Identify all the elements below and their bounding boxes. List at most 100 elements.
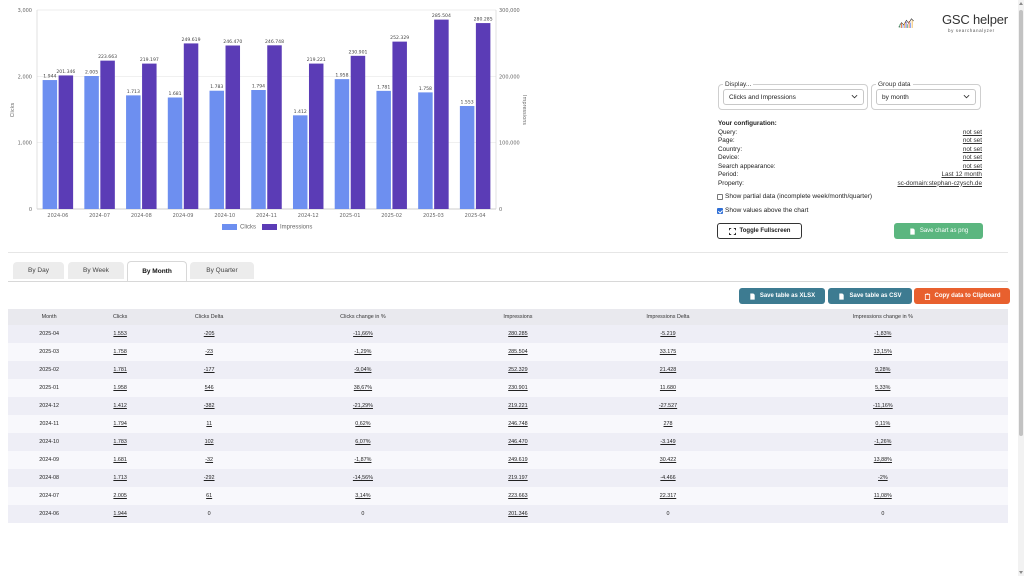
table-cell[interactable]: 246.470 [457, 433, 579, 451]
tab-by-quarter[interactable]: By Quarter [190, 262, 254, 279]
display-select[interactable]: Clicks and Impressions [723, 89, 864, 105]
table-cell[interactable]: 1.794 [90, 415, 150, 433]
config-value-search-appearance[interactable]: not set [962, 162, 982, 170]
table-cell[interactable]: -27.527 [578, 397, 758, 415]
bar-clicks [418, 92, 433, 209]
table-cell[interactable]: 3,14% [268, 487, 458, 505]
table-cell[interactable]: 22.317 [578, 487, 758, 505]
table-cell[interactable]: 219.197 [457, 469, 579, 487]
table-cell[interactable]: 102 [150, 433, 269, 451]
table-cell[interactable]: 1.553 [90, 325, 150, 343]
table-cell[interactable]: 285.504 [457, 343, 579, 361]
legend-item-impressions[interactable]: Impressions [262, 224, 312, 231]
scroll-up-arrow-icon[interactable] [1019, 2, 1023, 5]
table-cell[interactable]: -14,56% [268, 469, 458, 487]
table-cell[interactable]: 546 [150, 379, 269, 397]
table-cell[interactable]: 38,67% [268, 379, 458, 397]
table-cell[interactable]: -11,16% [757, 397, 1008, 415]
table-cell[interactable]: 1.681 [90, 451, 150, 469]
table-cell[interactable]: 13,88% [757, 451, 1008, 469]
table-cell[interactable]: -23 [150, 343, 269, 361]
table-cell[interactable]: 2.005 [90, 487, 150, 505]
table-cell[interactable]: 219.221 [457, 397, 579, 415]
table-cell[interactable]: 6,07% [268, 433, 458, 451]
config-value-period[interactable]: Last 12 month [941, 171, 982, 178]
page-scrollbar[interactable] [1018, 0, 1024, 576]
scroll-down-arrow-icon[interactable] [1019, 571, 1023, 574]
col-header-impressions-delta[interactable]: Impressions Delta [578, 309, 758, 325]
table-cell[interactable]: -3.149 [578, 433, 758, 451]
table-cell[interactable]: -205 [150, 325, 269, 343]
table-cell[interactable]: -1,29% [268, 343, 458, 361]
table-cell[interactable]: 5,33% [757, 379, 1008, 397]
col-header-month[interactable]: Month [8, 309, 91, 325]
col-header-impressions[interactable]: Impressions [457, 309, 579, 325]
config-value-page[interactable]: not set [962, 137, 982, 144]
partial-data-option[interactable]: Show partial data (incomplete week/month… [717, 193, 872, 200]
table-cell[interactable]: -1,26% [757, 433, 1008, 451]
table-cell[interactable]: 33.175 [578, 343, 758, 361]
copy-clipboard-button[interactable]: Copy data to Clipboard [914, 288, 1010, 304]
legend-item-clicks[interactable]: Clicks [222, 224, 256, 231]
table-cell[interactable]: -1,87% [268, 451, 458, 469]
tab-by-day[interactable]: By Day [13, 262, 64, 279]
col-header-impressions-change[interactable]: Impressions change in % [757, 309, 1008, 325]
table-cell[interactable]: -32 [150, 451, 269, 469]
table-cell[interactable]: -21,29% [268, 397, 458, 415]
table-cell[interactable]: 0,62% [268, 415, 458, 433]
table-cell[interactable]: 1.781 [90, 361, 150, 379]
col-header-clicks-delta[interactable]: Clicks Delta [150, 309, 269, 325]
table-cell[interactable]: 13,15% [757, 343, 1008, 361]
toggle-fullscreen-button[interactable]: Toggle Fullscreen [717, 223, 802, 239]
table-cell[interactable]: 246.748 [457, 415, 579, 433]
table-cell[interactable]: 61 [150, 487, 269, 505]
table-cell[interactable]: -1,83% [757, 325, 1008, 343]
table-cell[interactable]: 1.412 [90, 397, 150, 415]
table-cell[interactable]: -9,04% [268, 361, 458, 379]
table-cell[interactable]: -2% [757, 469, 1008, 487]
table-cell[interactable]: -11,66% [268, 325, 458, 343]
partial-data-checkbox[interactable] [717, 193, 723, 200]
config-value-device[interactable]: not set [962, 154, 982, 161]
config-value-country[interactable]: not set [962, 145, 982, 153]
group-data-select[interactable]: by month [876, 89, 976, 105]
table-cell[interactable]: -177 [150, 361, 269, 379]
values-above-checkbox[interactable] [717, 207, 723, 214]
table-cell[interactable]: 9,28% [757, 361, 1008, 379]
table-cell[interactable]: -5.219 [578, 325, 758, 343]
table-cell[interactable]: 1.958 [90, 379, 150, 397]
table-cell[interactable]: 223.663 [457, 487, 579, 505]
scrollbar-thumb[interactable] [1019, 10, 1023, 436]
tab-by-week[interactable]: By Week [68, 262, 124, 279]
table-cell[interactable]: 1.713 [90, 469, 150, 487]
table-cell[interactable]: 11,08% [757, 487, 1008, 505]
table-cell[interactable]: 278 [578, 415, 758, 433]
table-cell[interactable]: -292 [150, 469, 269, 487]
table-cell[interactable]: 230.901 [457, 379, 579, 397]
table-cell[interactable]: 21.428 [578, 361, 758, 379]
table-cell[interactable]: 249.619 [457, 451, 579, 469]
save-chart-png-button[interactable]: Save chart as png [894, 223, 983, 239]
table-cell[interactable]: 1.758 [90, 343, 150, 361]
table-cell[interactable]: -382 [150, 397, 269, 415]
save-table-xlsx-button[interactable]: Save table as XLSX [739, 288, 825, 304]
save-table-csv-button[interactable]: Save table as CSV [828, 288, 912, 304]
table-cell[interactable]: -4.466 [578, 469, 758, 487]
table-cell[interactable]: 1.783 [90, 433, 150, 451]
table-cell[interactable]: 30.422 [578, 451, 758, 469]
bar-impressions [392, 41, 407, 209]
col-header-clicks-change[interactable]: Clicks change in % [268, 309, 458, 325]
col-header-clicks[interactable]: Clicks [90, 309, 150, 325]
table-cell[interactable]: 0,11% [757, 415, 1008, 433]
table-cell[interactable]: 252.329 [457, 361, 579, 379]
config-value-property[interactable]: sc-domain:stephan-czysch.de [897, 179, 982, 187]
tab-by-month[interactable]: By Month [127, 261, 187, 281]
config-value-query[interactable]: not set [962, 128, 982, 136]
table-cell[interactable]: 11 [150, 415, 269, 433]
table-cell[interactable]: 11.680 [578, 379, 758, 397]
table-cell[interactable]: 1.944 [90, 505, 150, 523]
table-cell[interactable]: 201.346 [457, 505, 579, 523]
file-icon [910, 227, 915, 235]
table-cell[interactable]: 280.285 [457, 325, 579, 343]
values-above-option[interactable]: Show values above the chart [717, 207, 808, 214]
